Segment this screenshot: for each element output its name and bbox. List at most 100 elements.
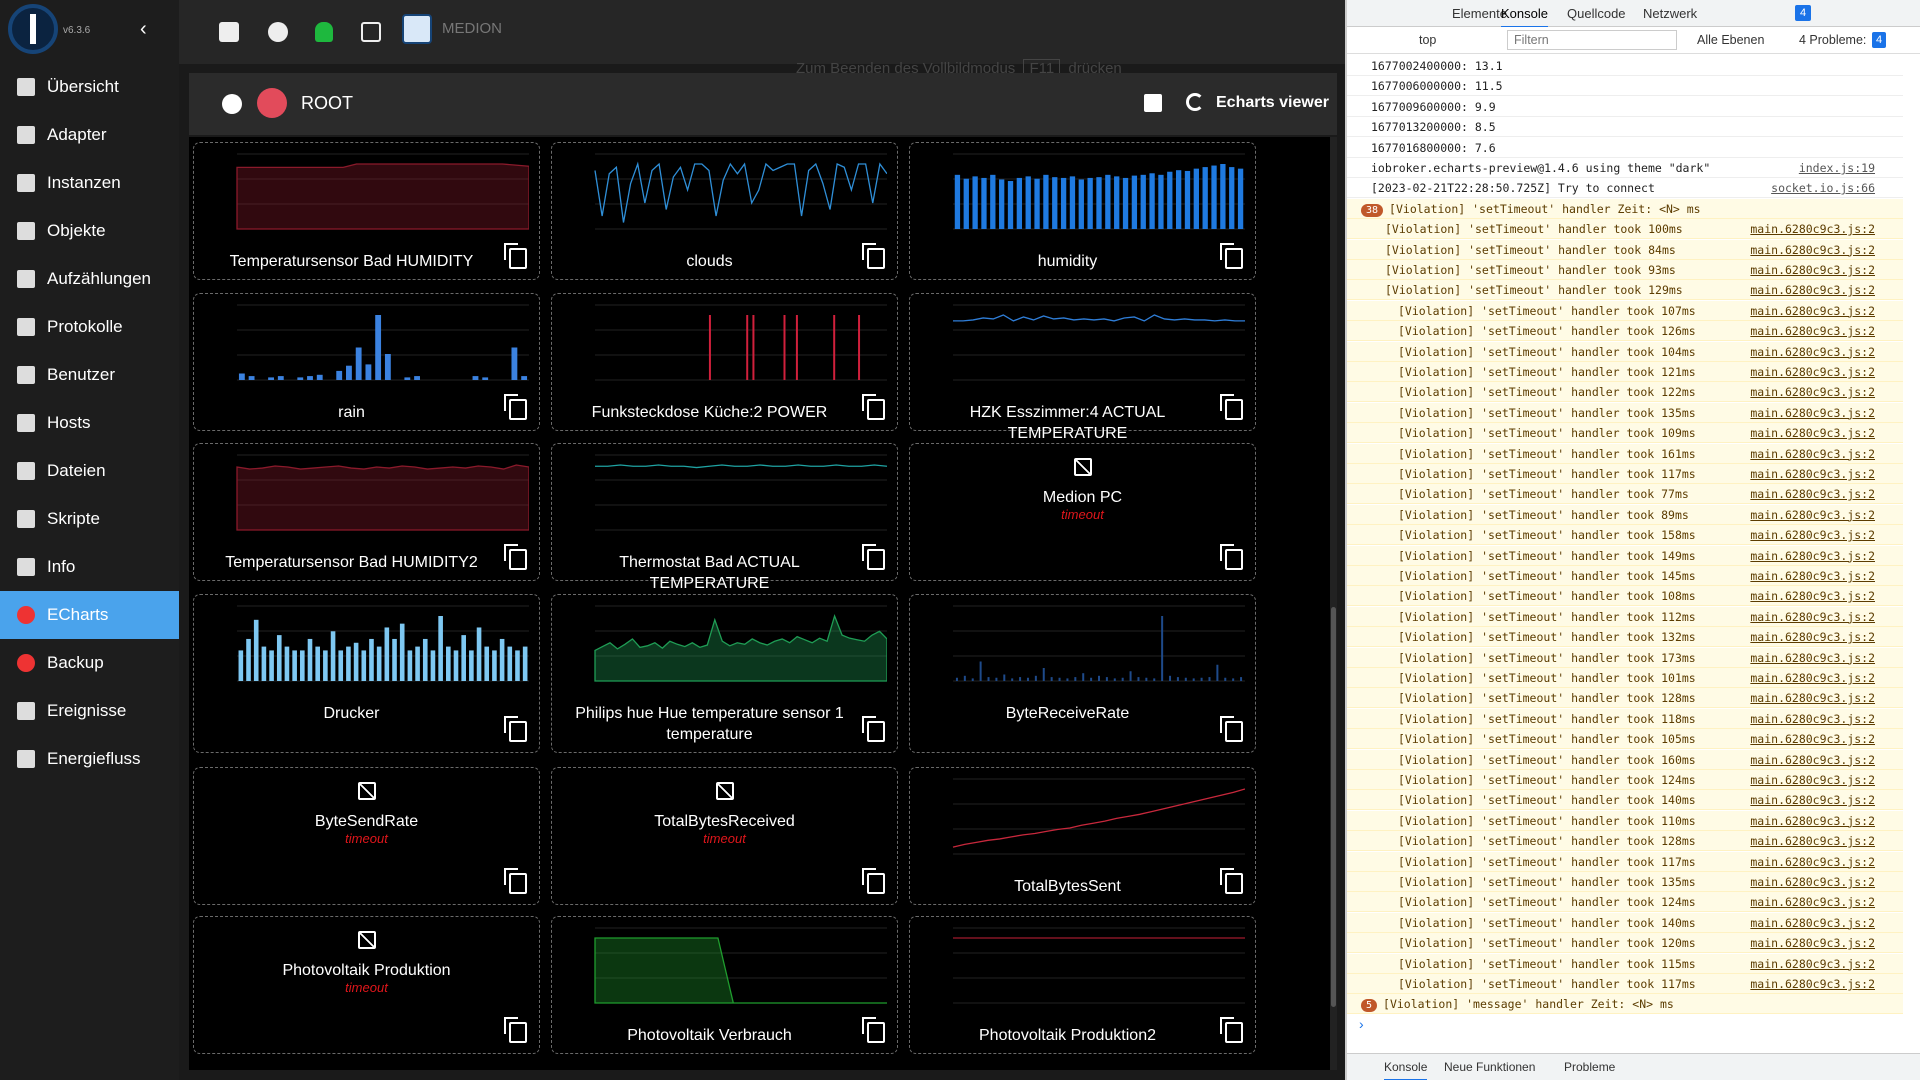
console-source[interactable]: main.6280c9c3.js:2 [1750, 446, 1875, 461]
menu-item[interactable]: ECharts [0, 591, 179, 639]
console-source[interactable]: main.6280c9c3.js:2 [1750, 426, 1875, 441]
console-source[interactable]: main.6280c9c3.js:2 [1750, 263, 1875, 277]
console-source[interactable]: main.6280c9c3.js:2 [1750, 936, 1875, 951]
console-source[interactable]: main.6280c9c3.js:2 [1750, 385, 1875, 400]
menu-item[interactable]: Übersicht [0, 63, 179, 111]
copy-icon[interactable] [504, 394, 527, 420]
chart-tile[interactable]: Medion PC timeout [909, 443, 1256, 581]
copy-icon[interactable] [1220, 716, 1243, 742]
menu-item[interactable]: Aufzählungen [0, 255, 179, 303]
console-source[interactable]: main.6280c9c3.js:2 [1750, 711, 1875, 726]
console-source[interactable]: main.6280c9c3.js:2 [1750, 569, 1875, 583]
chart-tile[interactable]: clouds [551, 142, 898, 280]
copy-icon[interactable] [504, 716, 527, 742]
copy-icon[interactable] [504, 1017, 527, 1043]
copy-icon[interactable] [504, 544, 527, 570]
chart-tile[interactable]: humidity [909, 142, 1256, 280]
copy-icon[interactable] [1220, 868, 1243, 894]
devtools-tab[interactable]: Netzwerk [1643, 6, 1698, 21]
console-source[interactable]: main.6280c9c3.js:2 [1750, 365, 1875, 379]
menu-item[interactable]: Adapter [0, 111, 179, 159]
copy-icon[interactable] [862, 544, 885, 570]
levels-select[interactable]: Alle Ebenen [1697, 33, 1765, 47]
menu-item[interactable]: Hosts [0, 399, 179, 447]
menu-item[interactable]: Ereignisse [0, 687, 179, 735]
console-source[interactable]: main.6280c9c3.js:2 [1750, 977, 1875, 991]
menu-item[interactable]: Backup [0, 639, 179, 687]
console-source[interactable]: main.6280c9c3.js:2 [1750, 507, 1875, 522]
chart-tile[interactable]: TotalBytesReceived timeout [551, 767, 898, 905]
menu-item[interactable]: Info [0, 543, 179, 591]
problems-label[interactable]: 4 Probleme: [1799, 33, 1867, 47]
copy-icon[interactable] [1220, 394, 1243, 420]
filter-input[interactable]: Filtern [1507, 30, 1677, 50]
tool-icon[interactable] [219, 22, 239, 42]
copy-icon[interactable] [862, 243, 885, 269]
menu-item[interactable]: Dateien [0, 447, 179, 495]
chart-tile[interactable]: Temperatursensor Bad HUMIDITY [193, 142, 540, 280]
drawer-tab[interactable]: Probleme [1564, 1060, 1616, 1074]
chart-tile[interactable]: ByteSendRate timeout [193, 767, 540, 905]
console-source[interactable]: main.6280c9c3.js:2 [1750, 609, 1875, 624]
chart-tile[interactable]: HZK Esszimmer:4 ACTUAL TEMPERATURE [909, 293, 1256, 442]
drawer-tab[interactable]: Konsole [1384, 1054, 1428, 1080]
console-source[interactable]: main.6280c9c3.js:2 [1750, 875, 1875, 889]
chart-tile[interactable]: Thermostat Bad ACTUAL TEMPERATURE [551, 443, 898, 592]
refresh-icon[interactable] [361, 22, 381, 42]
menu-item[interactable]: Energiefluss [0, 735, 179, 783]
prompt[interactable]: › [1359, 1016, 1364, 1032]
copy-icon[interactable] [1220, 1017, 1243, 1043]
console-source[interactable]: main.6280c9c3.js:2 [1750, 691, 1875, 706]
chart-tile[interactable]: Drucker [193, 594, 540, 753]
back-button[interactable] [222, 94, 242, 114]
group-badge[interactable]: 38 [1361, 203, 1384, 217]
drawer-tab[interactable]: Neue Funktionen [1444, 1060, 1536, 1074]
issues-badge[interactable]: 4 [1795, 5, 1812, 21]
console-source[interactable]: main.6280c9c3.js:2 [1750, 487, 1875, 502]
console-source[interactable]: main.6280c9c3.js:2 [1750, 548, 1875, 563]
console-source[interactable]: main.6280c9c3.js:2 [1750, 956, 1875, 971]
copy-icon[interactable] [862, 1017, 885, 1043]
group-badge[interactable]: 5 [1361, 999, 1378, 1013]
console-source[interactable]: main.6280c9c3.js:2 [1750, 773, 1875, 787]
console-source[interactable]: main.6280c9c3.js:2 [1750, 732, 1875, 747]
console-source[interactable]: main.6280c9c3.js:2 [1750, 630, 1875, 645]
settings-icon[interactable] [268, 22, 288, 42]
add-image-icon[interactable] [1144, 94, 1162, 112]
menu-item[interactable]: Protokolle [0, 303, 179, 351]
chart-tile[interactable]: rain [193, 293, 540, 431]
console-source[interactable]: main.6280c9c3.js:2 [1750, 344, 1875, 359]
devtools-tab[interactable]: Elemente [1452, 6, 1507, 21]
devtools-tab[interactable]: Konsole [1501, 0, 1548, 28]
context-select[interactable]: top [1419, 33, 1437, 47]
chart-tile[interactable]: TotalBytesSent [909, 767, 1256, 905]
console-source[interactable]: main.6280c9c3.js:2 [1750, 650, 1875, 665]
copy-icon[interactable] [1220, 243, 1243, 269]
console-source[interactable]: main.6280c9c3.js:2 [1750, 752, 1875, 767]
problems-count[interactable]: 4 [1872, 32, 1887, 48]
console-source[interactable]: main.6280c9c3.js:2 [1750, 467, 1875, 481]
console-source[interactable]: main.6280c9c3.js:2 [1750, 242, 1875, 257]
menu-item[interactable]: Instanzen [0, 159, 179, 207]
console-source[interactable]: main.6280c9c3.js:2 [1750, 528, 1875, 543]
console-source[interactable]: main.6280c9c3.js:2 [1750, 222, 1875, 237]
console-source[interactable]: main.6280c9c3.js:2 [1750, 303, 1875, 318]
console-source[interactable]: main.6280c9c3.js:2 [1750, 671, 1875, 685]
scroll-thumb[interactable] [1331, 607, 1336, 1007]
console-source[interactable]: index.js:19 [1798, 161, 1875, 175]
copy-icon[interactable] [862, 868, 885, 894]
chart-tile[interactable]: Temperatursensor Bad HUMIDITY2 [193, 443, 540, 581]
console-source[interactable]: main.6280c9c3.js:2 [1750, 915, 1875, 930]
expert-icon[interactable] [315, 22, 333, 42]
console-source[interactable]: main.6280c9c3.js:2 [1750, 589, 1875, 604]
console-source[interactable]: main.6280c9c3.js:2 [1750, 895, 1875, 910]
console-source[interactable]: socket.io.js:66 [1771, 181, 1875, 196]
console-source[interactable]: main.6280c9c3.js:2 [1750, 834, 1875, 849]
console-source[interactable]: main.6280c9c3.js:2 [1750, 283, 1875, 298]
viewer-button[interactable]: Echarts viewer [1216, 94, 1329, 111]
chart-tile[interactable]: Photovoltaik Verbrauch [551, 916, 898, 1054]
console-source[interactable]: main.6280c9c3.js:2 [1750, 813, 1875, 828]
console-source[interactable]: main.6280c9c3.js:2 [1750, 405, 1875, 420]
console-source[interactable]: main.6280c9c3.js:2 [1750, 793, 1875, 808]
chart-tile[interactable]: Photovoltaik Produktion2 [909, 916, 1256, 1054]
